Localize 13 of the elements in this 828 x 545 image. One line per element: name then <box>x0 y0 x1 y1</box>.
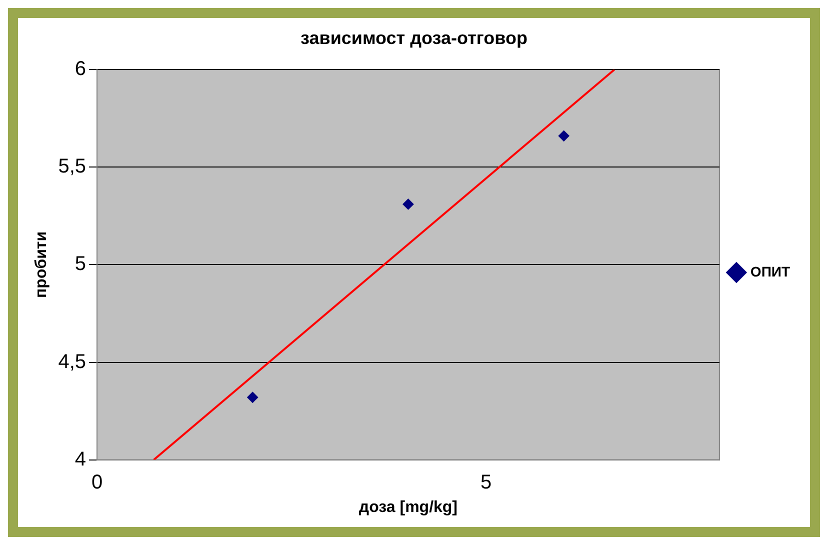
y-tick-label: 5,5 <box>58 156 86 178</box>
x-tick-label: 0 <box>91 471 103 494</box>
point <box>247 392 258 403</box>
chart-title: зависимост доза-отговор <box>300 28 528 48</box>
legend-label: ОПИТ <box>750 263 790 280</box>
y-tick-label: 6 <box>74 58 86 80</box>
y-tick-label: 4 <box>74 448 86 470</box>
y-tick-label: 5 <box>74 253 86 276</box>
point <box>558 130 570 142</box>
y-tick-label: 4,5 <box>58 350 86 373</box>
point <box>402 198 414 210</box>
y-axis-title: пробити <box>33 231 50 298</box>
x-axis-title: доза [mg/kg] <box>358 498 458 516</box>
